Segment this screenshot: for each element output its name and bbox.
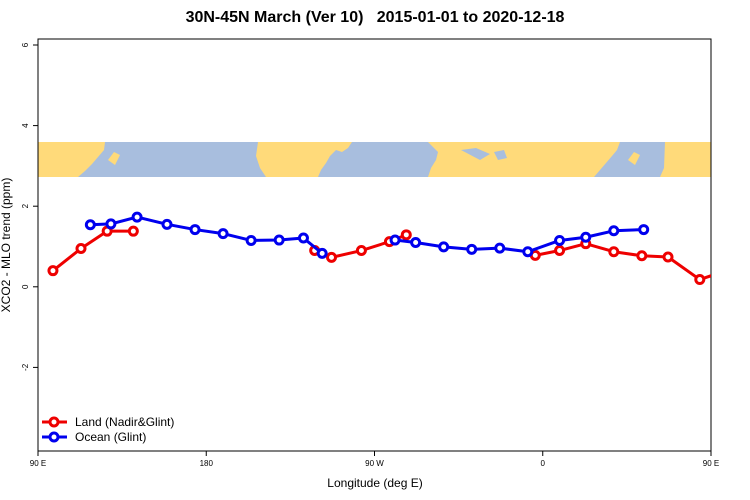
data-point <box>694 274 706 286</box>
map-strip <box>38 142 711 177</box>
y-tick-label: 2 <box>21 203 30 208</box>
series-layer <box>47 211 730 286</box>
series-line <box>394 228 644 254</box>
x-tick-label: 0 <box>541 459 546 468</box>
data-point <box>273 234 285 246</box>
data-point <box>522 246 534 258</box>
data-point <box>554 234 566 246</box>
x-tick-label: 180 <box>200 459 214 468</box>
x-tick-label: 90 W <box>365 459 384 468</box>
data-point <box>438 241 450 253</box>
data-point <box>608 225 620 237</box>
data-point <box>400 229 412 241</box>
legend-swatch-ocean-marker <box>48 431 60 443</box>
data-point <box>217 228 229 240</box>
data-point <box>245 234 257 246</box>
data-point <box>127 225 139 237</box>
series-ocean <box>84 211 650 259</box>
y-tick-label: 6 <box>21 42 30 47</box>
data-point <box>494 242 506 254</box>
data-point <box>638 224 650 236</box>
x-tick-label: 90 E <box>30 459 46 468</box>
legend-swatch-land-marker <box>48 416 60 428</box>
data-point <box>316 247 328 259</box>
chart-title: 30N-45N March (Ver 10) 2015-01-01 to 202… <box>185 9 565 26</box>
legend: Land (Nadir&Glint) Ocean (Glint) <box>42 415 174 444</box>
legend-label-land: Land (Nadir&Glint) <box>75 415 174 429</box>
y-tick-label: 4 <box>21 123 30 128</box>
data-point <box>410 236 422 248</box>
data-point <box>189 224 201 236</box>
data-point <box>580 231 592 243</box>
data-point <box>47 265 59 277</box>
y-tick-label: 0 <box>21 284 30 289</box>
x-axis-label: Longitude (deg E) <box>327 476 423 490</box>
legend-label-ocean: Ocean (Glint) <box>75 430 146 444</box>
data-point <box>722 267 730 275</box>
data-point <box>554 245 566 257</box>
map-land <box>38 142 711 177</box>
data-point <box>662 251 674 263</box>
series-line <box>52 229 134 272</box>
data-point <box>161 218 173 230</box>
data-point <box>75 243 87 255</box>
legend-item-land: Land (Nadir&Glint) <box>42 415 174 429</box>
data-point <box>389 234 401 246</box>
data-point <box>105 218 117 230</box>
data-point <box>131 211 143 223</box>
data-point <box>636 250 648 262</box>
data-point <box>355 245 367 257</box>
data-point <box>466 243 478 255</box>
x-tick-label: 90 E <box>703 459 719 468</box>
series-land <box>47 225 730 286</box>
data-point <box>608 246 620 258</box>
y-tick-label: -2 <box>21 363 30 371</box>
legend-item-ocean: Ocean (Glint) <box>42 430 146 444</box>
data-point <box>297 232 309 244</box>
data-point <box>326 251 338 263</box>
data-point <box>84 219 96 231</box>
series-line <box>90 215 324 255</box>
